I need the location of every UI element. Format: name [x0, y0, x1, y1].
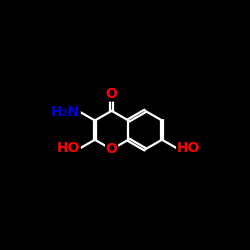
- Text: O: O: [106, 142, 118, 156]
- Text: O: O: [106, 87, 118, 101]
- Text: HO: HO: [177, 141, 200, 155]
- Text: H₂N: H₂N: [51, 105, 80, 119]
- Text: HO: HO: [56, 141, 80, 155]
